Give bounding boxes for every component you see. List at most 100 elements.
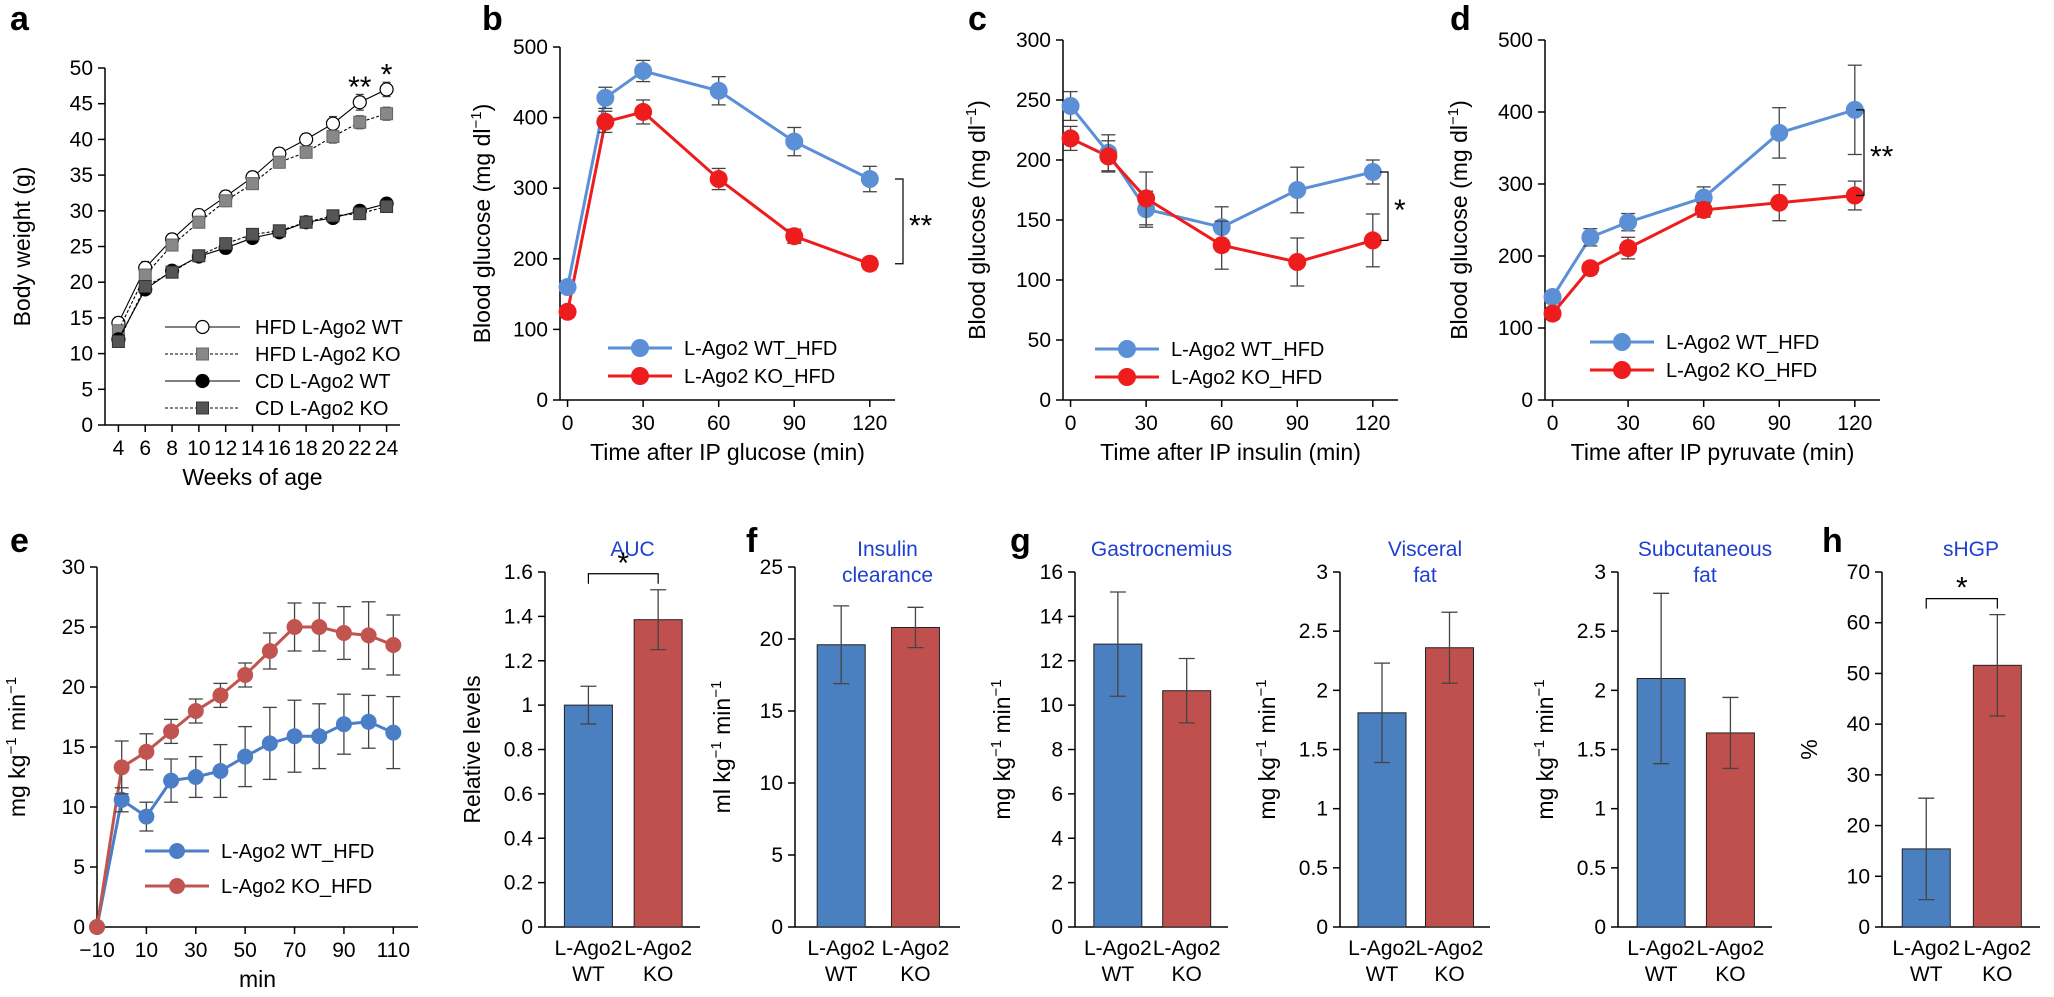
significance-mark: ** (348, 71, 372, 104)
data-point (596, 88, 615, 107)
x-category-label-line2: KO (1172, 963, 1202, 986)
x-tick-label: 60 (707, 412, 730, 435)
y-label-mid: min (709, 698, 735, 741)
y-tick-label: 5 (81, 378, 93, 401)
panel-e2: 0 0.2 0.4 0.6 0.8 1 1.2 1.4 1.6 Relative levels L-… (459, 538, 700, 986)
y-label-text: Relative levels (459, 675, 485, 823)
legend-marker (196, 347, 209, 361)
y-tick-label: 45 (70, 93, 93, 116)
data-point (785, 227, 804, 246)
x-tick-label: 60 (1210, 412, 1233, 435)
data-point (1581, 259, 1600, 278)
x-tick-label: 20 (321, 437, 344, 460)
data-point (138, 279, 152, 293)
data-point (192, 215, 206, 229)
series-line (566, 110, 871, 313)
data-point (89, 919, 105, 935)
y-axis-label: Blood glucose (mg dl−1) (468, 104, 495, 344)
chart-title: Insulin (857, 538, 918, 561)
bar (890, 626, 940, 928)
legend-label: L-Ago2 KO_HFD (1171, 367, 1322, 389)
x-tick-label: 70 (283, 939, 306, 962)
panel-letter: b (482, 0, 503, 38)
y-tick-label: 14 (1040, 605, 1064, 628)
data-point (335, 716, 352, 733)
data-point (187, 703, 204, 719)
data-point (219, 194, 233, 208)
y-tick-label: 500 (513, 36, 548, 59)
data-point (219, 237, 233, 251)
data-point (286, 728, 303, 745)
y-label-mid: min (1532, 696, 1558, 739)
y-tick-label: 200 (1498, 245, 1533, 268)
y-tick-label: 16 (1040, 561, 1063, 584)
significance-bracket (1925, 598, 1998, 609)
panel-letter: c (968, 0, 987, 38)
data-point (352, 95, 367, 110)
data-point (558, 278, 577, 297)
y-label-end: ) (1446, 100, 1472, 108)
y-tick-label: 200 (513, 248, 548, 271)
y-tick-label: 0 (1521, 389, 1533, 412)
x-tick-label: 0 (562, 412, 574, 435)
legend-label: L-Ago2 WT_HFD (221, 841, 374, 863)
x-tick-label: 90 (332, 939, 355, 962)
data-point (1061, 129, 1080, 148)
data-point (138, 743, 155, 760)
y-tick-label: 70 (1847, 561, 1870, 584)
y-label-text: ml kg (709, 758, 735, 813)
y-tick-label: 0 (521, 916, 533, 939)
series-line (566, 69, 871, 288)
chart-title: fat (1693, 564, 1717, 587)
y-tick-label: 0.8 (504, 739, 533, 762)
y-tick-label: 2 (1051, 872, 1063, 895)
y-tick-label: 0 (1039, 389, 1051, 412)
legend-marker (195, 319, 210, 335)
data-point (261, 643, 278, 659)
legend-label: CD L-Ago2 KO (255, 398, 388, 420)
data-point (1581, 228, 1600, 247)
x-category-label-line2: WT (1910, 963, 1943, 986)
x-tick-label: 14 (241, 437, 265, 460)
x-axis-label: Time after IP pyruvate (min) (1571, 439, 1855, 465)
data-point (237, 748, 254, 765)
y-label-sup: −1 (963, 108, 980, 125)
data-point (379, 82, 394, 97)
data-point (335, 625, 352, 641)
y-tick-label: 0 (536, 389, 548, 412)
legend-label: L-Ago2 KO_HFD (1666, 360, 1817, 382)
x-category-label-line2: WT (1366, 963, 1399, 986)
bar (816, 644, 866, 928)
x-category-label-line1: L-Ago2 (1697, 937, 1765, 960)
bar (633, 619, 683, 928)
x-category-label-line1: L-Ago2 (882, 937, 950, 960)
y-tick-label: 2 (1316, 679, 1328, 702)
data-point (1543, 304, 1562, 323)
data-point (163, 723, 180, 740)
data-point (212, 763, 229, 779)
y-tick-label: 10 (70, 343, 93, 366)
data-point (1288, 253, 1307, 271)
y-axis-label: ml kg−1 min−1 (708, 681, 735, 814)
legend-label: L-Ago2 KO_HFD (221, 876, 372, 898)
y-axis-label: mg kg−1 min−1 (1253, 679, 1280, 819)
y-tick-label: 5 (771, 844, 783, 867)
y-tick-label: 1.6 (504, 561, 533, 584)
y-tick-label: 40 (1847, 713, 1870, 736)
y-tick-label: 20 (1847, 815, 1870, 838)
x-tick-label: 30 (631, 412, 654, 435)
y-tick-label: 0 (1858, 916, 1870, 939)
x-category-label-line2: KO (1434, 963, 1464, 986)
bar (563, 704, 613, 928)
data-point (709, 170, 728, 189)
panel-b: b 0 100 200 300 400 500 0 30 60 90 120 Time after IP… (468, 0, 933, 465)
y-label-sup: −1 (708, 681, 725, 698)
x-category-label-line2: WT (1645, 963, 1678, 986)
data-point (325, 116, 341, 131)
x-category-label-line2: WT (825, 963, 858, 986)
y-label-sup: −1 (3, 677, 20, 694)
y-tick-label: 12 (1040, 650, 1063, 673)
